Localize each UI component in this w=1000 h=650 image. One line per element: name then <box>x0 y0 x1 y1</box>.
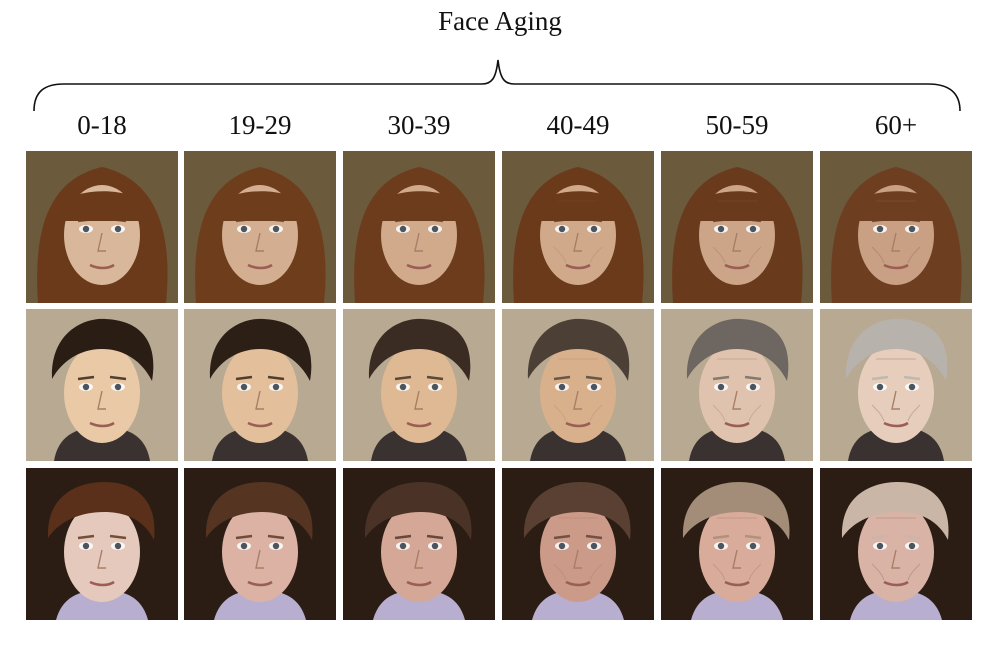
face-image-young-man-4 <box>661 309 813 461</box>
face-image-young-man-2 <box>343 309 495 461</box>
face-image-bearded-man-4 <box>661 468 813 620</box>
face-image-bearded-man-0 <box>26 468 178 620</box>
age-label-3: 40-49 <box>546 110 610 140</box>
face-image-young-man-1 <box>184 309 336 461</box>
figure-title: Face Aging <box>438 6 562 36</box>
face-image-woman-4 <box>661 151 813 303</box>
face-image-woman-2 <box>343 151 495 303</box>
face-image-woman-1 <box>184 151 336 303</box>
bracket <box>33 59 961 112</box>
face-image-bearded-man-2 <box>343 468 495 620</box>
face-image-woman-5 <box>820 151 972 303</box>
face-image-woman-3 <box>502 151 654 303</box>
age-label-1: 19-29 <box>228 110 292 140</box>
face-image-young-man-0 <box>26 309 178 461</box>
face-image-bearded-man-3 <box>502 468 654 620</box>
face-image-young-man-3 <box>502 309 654 461</box>
age-label-2: 30-39 <box>387 110 451 140</box>
face-image-young-man-5 <box>820 309 972 461</box>
age-label-4: 50-59 <box>705 110 769 140</box>
face-image-bearded-man-1 <box>184 468 336 620</box>
face-image-woman-0 <box>26 151 178 303</box>
face-image-bearded-man-5 <box>820 468 972 620</box>
age-label-0: 0-18 <box>77 110 127 140</box>
age-label-5: 60+ <box>874 110 918 140</box>
